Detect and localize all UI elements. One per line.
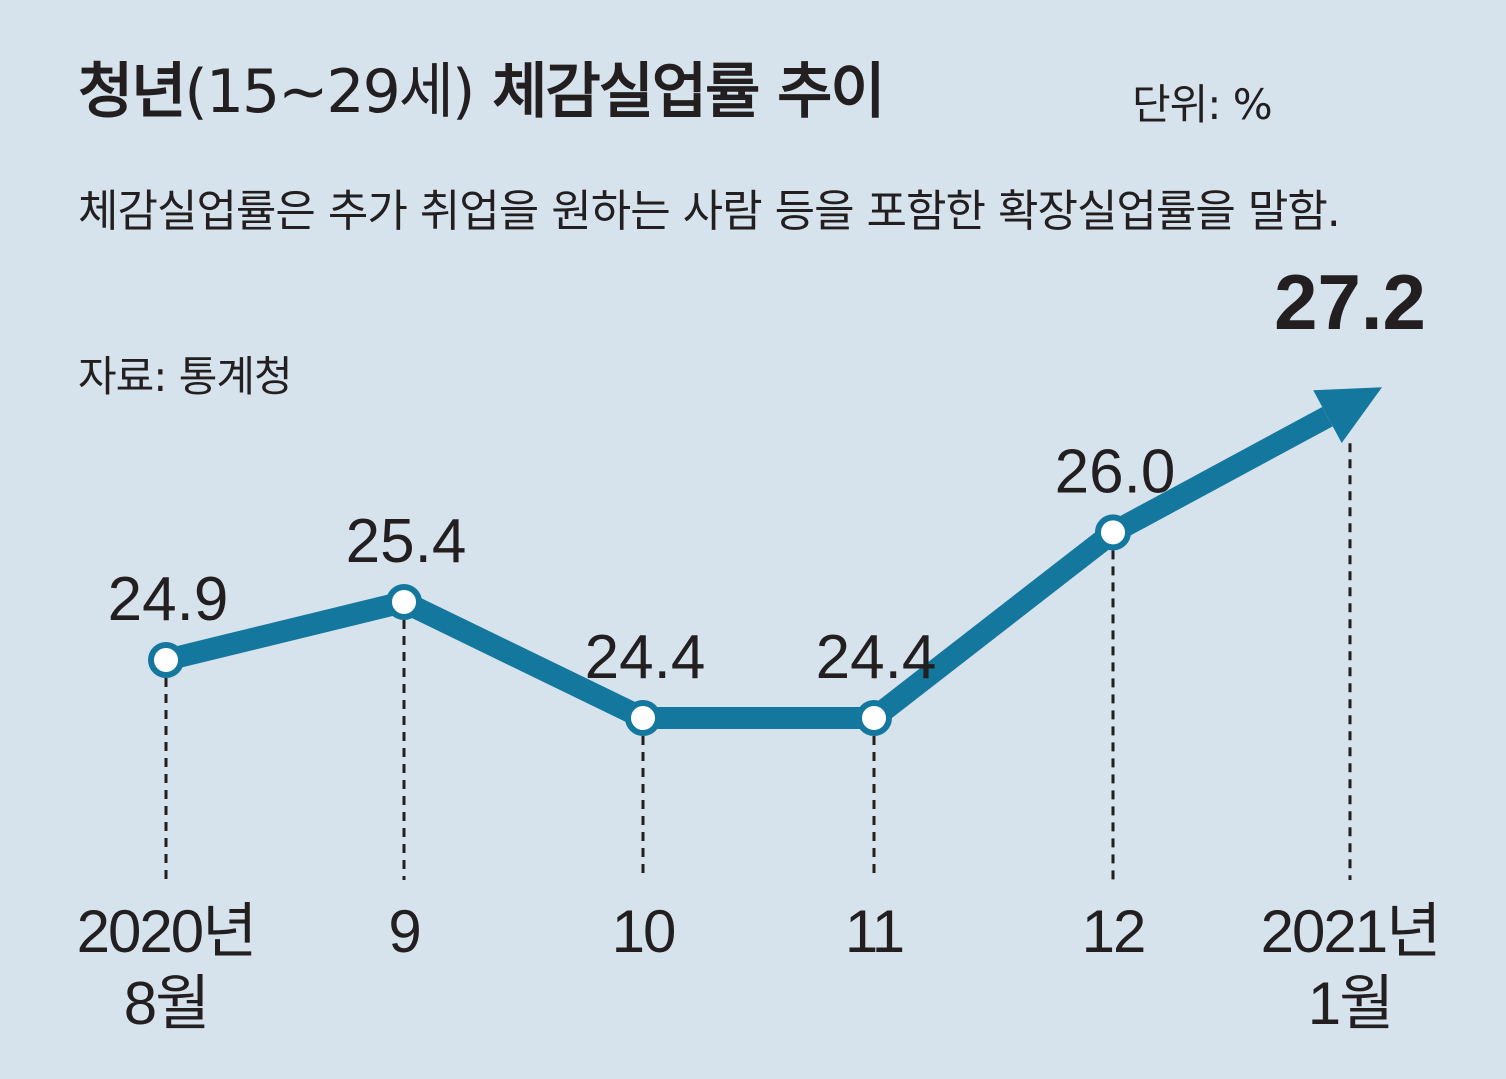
series-line-path [163,406,1333,729]
title-rest: 체감실업률 추이 [492,57,885,127]
data-point-marker [625,700,661,736]
x-tick-label: 9 [388,898,419,965]
x-tick-label-month: 8월 [124,970,209,1037]
arrow-head [1313,387,1382,444]
data-point-marker [856,700,892,736]
description-text: 체감실업률은 추가 취업을 원하는 사람 등을 포함한 확장실업률을 말함. [78,186,1341,237]
value-labels: 24.9 25.4 24.4 24.4 26.0 27.2 [108,258,1426,692]
series-line [163,387,1382,729]
data-point-marker [148,642,184,678]
x-tick-label: 2020년 [77,898,256,965]
guide-lines [164,443,1352,880]
chart-title: 청년(15~29세) 체감실업률 추이 [78,56,886,128]
data-point-marker [1095,514,1131,551]
x-tick-label-month: 1월 [1308,970,1393,1037]
data-label: 26.0 [1055,437,1176,506]
data-label: 27.2 [1274,258,1426,346]
title-main: 청년 [78,57,186,127]
x-tick-label: 2021년 [1261,898,1440,965]
data-label: 25.4 [346,507,467,576]
data-label: 24.4 [585,623,706,692]
unit-label: 단위: % [1132,80,1273,129]
data-point-marker [386,584,422,620]
data-label: 24.9 [108,565,229,634]
data-markers [148,514,1131,736]
x-tick-label: 10 [612,898,675,965]
x-tick-label: 12 [1082,898,1145,965]
source-label: 자료: 통계청 [78,352,293,401]
title-age-range: (15~29세) [184,57,475,127]
data-label: 24.4 [816,623,937,692]
x-tick-label: 11 [845,898,903,965]
